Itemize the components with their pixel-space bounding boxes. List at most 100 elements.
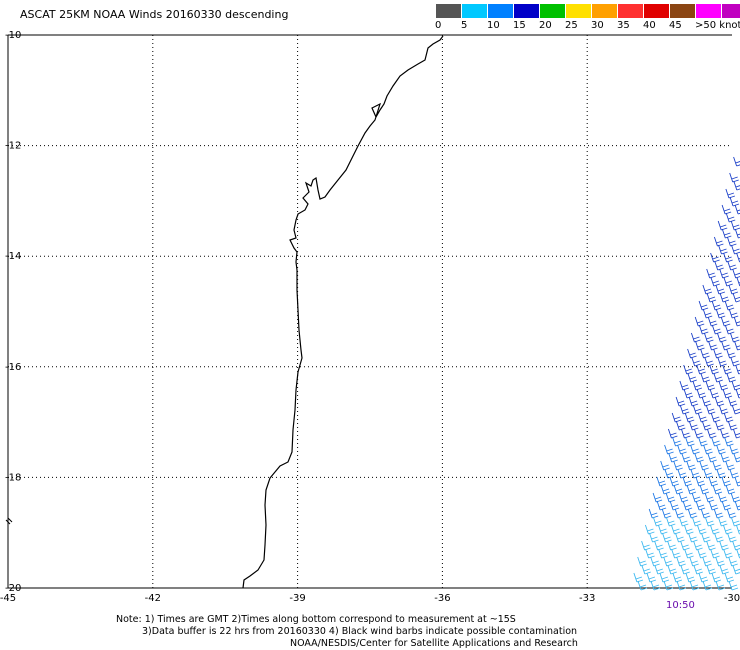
wind-barb xyxy=(719,540,729,551)
wind-barb xyxy=(692,380,703,391)
wind-barb xyxy=(732,292,740,303)
wind-barb xyxy=(677,444,687,455)
wind-barb xyxy=(716,444,726,455)
wind-barb xyxy=(690,332,701,343)
wind-barb xyxy=(704,492,715,503)
wind-barb xyxy=(650,556,660,567)
wind-barb xyxy=(679,404,690,415)
wind-barb xyxy=(702,284,713,295)
wind-barb xyxy=(711,300,722,311)
wind-barb xyxy=(685,572,696,583)
wind-barb xyxy=(686,484,697,495)
wind-barb xyxy=(710,276,720,287)
wind-barb xyxy=(679,380,690,391)
wind-barb xyxy=(677,468,687,479)
wind-barb xyxy=(711,572,722,583)
lon-tick-label: -30 xyxy=(724,593,740,604)
wind-barb xyxy=(736,548,740,559)
wind-barb xyxy=(711,436,721,447)
wind-barb xyxy=(645,548,655,559)
wind-barb xyxy=(733,452,740,463)
wind-barb xyxy=(718,244,728,255)
wind-barb xyxy=(673,460,683,471)
wind-barb xyxy=(708,500,719,511)
wind-barb xyxy=(696,388,707,399)
legend-label: >50 knots xyxy=(695,20,740,31)
wind-barb xyxy=(699,460,709,471)
wind-barb xyxy=(681,452,691,463)
wind-barb xyxy=(649,532,659,543)
wind-barb xyxy=(667,564,677,575)
wind-barb xyxy=(656,500,667,511)
wind-barb xyxy=(730,516,740,527)
wind-barb xyxy=(705,380,716,391)
wind-barb xyxy=(700,372,710,383)
wind-barb xyxy=(732,564,740,575)
wind-barb xyxy=(723,412,734,423)
wind-barb xyxy=(703,444,713,455)
wind-barb xyxy=(701,396,712,407)
map-grid xyxy=(8,35,732,588)
wind-barb xyxy=(706,540,716,551)
wind-barb xyxy=(732,428,740,439)
wind-barb xyxy=(727,396,738,407)
wind-barb xyxy=(715,556,725,567)
wind-barb xyxy=(727,260,737,271)
wind-barb xyxy=(700,508,711,519)
wind-barb xyxy=(671,548,681,559)
wind-barb xyxy=(712,484,723,495)
wind-barb xyxy=(733,316,740,327)
wind-barb xyxy=(710,548,720,559)
legend-label: 15 xyxy=(513,20,526,31)
wind-barb xyxy=(665,516,676,527)
wind-barb xyxy=(716,468,726,479)
wind-barb xyxy=(698,572,709,583)
wind-barb xyxy=(690,468,700,479)
wind-barb xyxy=(725,188,736,199)
wind-barb xyxy=(720,316,731,327)
wind-barb xyxy=(710,412,721,423)
wind-barb xyxy=(719,268,729,279)
wind-barb xyxy=(675,396,686,407)
wind-barb xyxy=(691,516,702,527)
lat-tick-label: -18 xyxy=(5,472,21,483)
wind-barb xyxy=(734,204,740,215)
wind-barb xyxy=(704,356,714,367)
wind-speed-legend: 0 5 10 15 20 25 30 35 40 45 >50 knots xyxy=(435,4,740,31)
wind-barb xyxy=(687,508,698,519)
wind-barb xyxy=(700,348,710,359)
wind-barb xyxy=(675,420,686,431)
wind-barb xyxy=(641,564,651,575)
wind-barb xyxy=(729,332,740,343)
wind-barb xyxy=(701,532,711,543)
wind-barb xyxy=(652,492,663,503)
legend-swatch xyxy=(540,4,566,18)
wind-barb xyxy=(713,348,723,359)
wind-barb xyxy=(714,532,724,543)
wind-barb xyxy=(637,580,648,591)
wind-barb xyxy=(693,564,703,575)
wind-barb xyxy=(659,572,670,583)
wind-barb xyxy=(720,452,730,463)
wind-barb xyxy=(729,196,740,207)
wind-barb xyxy=(723,276,733,287)
wind-barb xyxy=(680,428,691,439)
wind-barb xyxy=(672,572,683,583)
wind-barb xyxy=(687,348,697,359)
wind-barb xyxy=(734,340,740,351)
wind-barb xyxy=(710,252,720,263)
wind-barbs xyxy=(633,156,740,591)
wind-barb xyxy=(721,500,732,511)
wind-barb xyxy=(668,452,678,463)
wind-barb xyxy=(706,564,716,575)
wind-barb xyxy=(683,388,694,399)
wind-barb xyxy=(725,212,736,223)
legend-swatch xyxy=(566,4,592,18)
wind-barb xyxy=(736,252,740,263)
wind-barb xyxy=(728,580,739,591)
legend-label: 25 xyxy=(565,20,578,31)
wind-barb xyxy=(667,540,677,551)
wind-barb xyxy=(698,324,709,335)
wind-barb xyxy=(689,580,700,591)
wind-barb xyxy=(694,452,704,463)
